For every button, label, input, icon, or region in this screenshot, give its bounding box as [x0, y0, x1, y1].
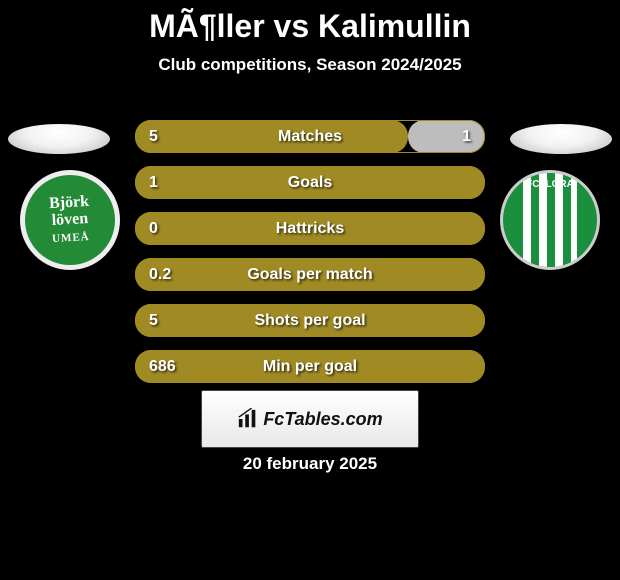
platform-ellipse-left — [8, 124, 110, 154]
team-badge-right-text: FCFLORA — [526, 179, 574, 190]
page-title: MÃ¶ller vs Kalimullin — [0, 0, 620, 45]
stat-row: 1Goals — [135, 166, 485, 199]
stat-name: Min per goal — [135, 350, 485, 383]
stat-name: Matches — [135, 120, 485, 153]
platform-ellipse-right — [510, 124, 612, 154]
chart-icon — [237, 408, 259, 430]
team-badge-right: FCFLORA — [500, 170, 600, 270]
infographic-root: MÃ¶ller vs Kalimullin Club competitions,… — [0, 0, 620, 580]
stat-row: 5Matches1 — [135, 120, 485, 153]
page-subtitle: Club competitions, Season 2024/2025 — [0, 55, 620, 75]
stat-row: 0.2Goals per match — [135, 258, 485, 291]
stat-name: Goals per match — [135, 258, 485, 291]
fctables-label: FcTables.com — [263, 409, 382, 430]
stat-row: 0Hattricks — [135, 212, 485, 245]
team-badge-left: BjörklövenUMEÅ — [20, 170, 120, 270]
team-badge-left-text: BjörklövenUMEÅ — [49, 194, 92, 246]
date-label: 20 february 2025 — [0, 454, 620, 474]
fctables-watermark: FcTables.com — [201, 390, 419, 448]
stat-name: Goals — [135, 166, 485, 199]
stat-row: 5Shots per goal — [135, 304, 485, 337]
stat-value-right: 1 — [462, 120, 471, 153]
stat-name: Shots per goal — [135, 304, 485, 337]
stat-row: 686Min per goal — [135, 350, 485, 383]
stat-bars: 5Matches11Goals0Hattricks0.2Goals per ma… — [135, 120, 485, 396]
stat-name: Hattricks — [135, 212, 485, 245]
